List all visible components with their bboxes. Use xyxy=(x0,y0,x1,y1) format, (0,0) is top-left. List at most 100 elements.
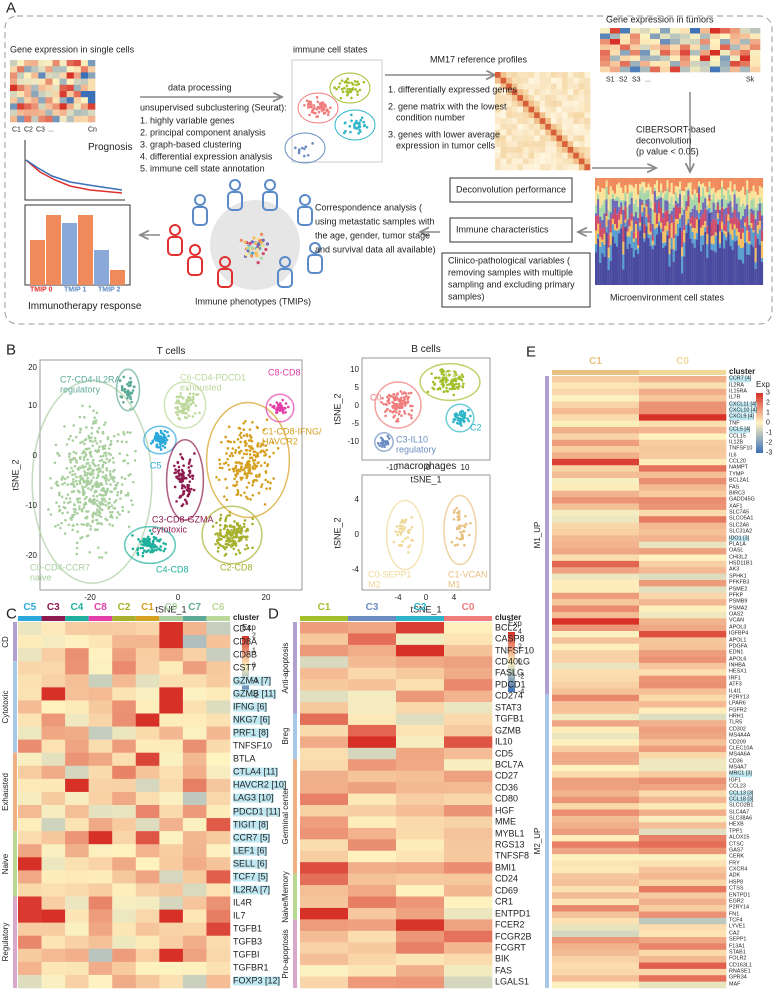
heatmap-cell xyxy=(720,55,731,62)
heatmap-cell xyxy=(348,965,397,977)
point xyxy=(173,471,176,475)
heatmap-cell xyxy=(65,726,89,740)
point xyxy=(360,116,364,119)
heatmap-cell xyxy=(24,97,32,104)
point xyxy=(242,522,246,526)
column-label: C1 xyxy=(589,356,602,367)
point xyxy=(154,546,157,549)
micro-stripe xyxy=(599,192,602,208)
heatmap-cell xyxy=(112,687,137,701)
micro-stripe xyxy=(620,224,623,229)
point xyxy=(401,529,405,532)
heatmap-cell xyxy=(550,95,557,102)
micro-stripe xyxy=(760,258,764,262)
heatmap-cell xyxy=(545,141,552,148)
micro-stripe xyxy=(655,180,659,197)
micro-stripe xyxy=(756,210,759,222)
heatmap-cell xyxy=(506,100,513,107)
heatmap-cell xyxy=(639,847,727,855)
point xyxy=(94,483,97,486)
point xyxy=(253,450,257,454)
heatmap-cell xyxy=(562,95,568,102)
heatmap-cell xyxy=(552,401,640,409)
micro-stripe xyxy=(658,178,661,193)
heatmap-cell xyxy=(639,529,727,536)
point xyxy=(462,413,465,417)
point xyxy=(188,460,191,464)
micro-stripe xyxy=(668,213,671,224)
point xyxy=(460,533,464,536)
heatmap-cell xyxy=(65,791,89,806)
heatmap-cell xyxy=(740,66,751,73)
gene-label: HGF xyxy=(495,805,514,816)
point xyxy=(403,412,407,415)
point xyxy=(87,434,90,438)
heatmap-cell xyxy=(10,109,18,117)
point xyxy=(235,469,239,472)
point xyxy=(256,475,259,478)
micro-stripe xyxy=(643,207,646,225)
heatmap-cell xyxy=(495,89,501,96)
gene-label: SLCO5A1 xyxy=(729,515,754,522)
heatmap-cell xyxy=(534,158,541,165)
heatmap-cell xyxy=(159,622,184,636)
heatmap-cell xyxy=(348,827,397,840)
heatmap-cell xyxy=(500,89,507,96)
point xyxy=(316,100,320,104)
point xyxy=(83,438,87,442)
micro-stripe xyxy=(702,178,705,184)
heatmap-cell xyxy=(18,831,42,845)
point xyxy=(394,530,398,533)
heatmap-cell xyxy=(112,974,137,989)
group-bar xyxy=(13,896,17,988)
heatmap-cell xyxy=(45,60,53,67)
heatmap-cell xyxy=(578,95,585,102)
point xyxy=(216,550,220,553)
heatmap-cell xyxy=(348,942,397,954)
point xyxy=(353,122,357,125)
heatmap-cell xyxy=(45,103,53,110)
heatmap-cell xyxy=(444,930,493,943)
heatmap-cell xyxy=(700,55,711,62)
point xyxy=(252,236,256,240)
point xyxy=(188,480,192,483)
legend-tick: -4 xyxy=(518,688,525,696)
point xyxy=(460,424,463,427)
heatmap-cell xyxy=(517,83,524,90)
micro-stripe xyxy=(689,238,692,285)
micro-stripe xyxy=(700,235,703,252)
point xyxy=(312,111,315,115)
heatmap-cell xyxy=(300,816,349,829)
group-bar xyxy=(13,622,17,662)
micro-stripe xyxy=(607,247,610,258)
point xyxy=(79,500,82,504)
point xyxy=(234,541,238,545)
micro-stripe xyxy=(641,186,644,201)
heatmap-cell xyxy=(59,115,67,123)
heatmap-cell xyxy=(41,622,66,636)
point xyxy=(244,535,247,539)
heatmap-cell xyxy=(545,135,552,142)
micro-stripe xyxy=(723,248,726,285)
heatmap-cell xyxy=(65,922,89,937)
point xyxy=(102,460,106,464)
point xyxy=(222,495,226,498)
heatmap-cell xyxy=(534,135,541,142)
heatmap-cell xyxy=(495,112,501,119)
micro-stripe xyxy=(616,196,619,201)
heatmap-cell xyxy=(552,478,640,485)
point xyxy=(263,454,266,457)
heatmap-cell xyxy=(517,164,524,171)
point xyxy=(238,551,242,555)
heatmap-cell xyxy=(18,818,42,832)
point xyxy=(77,490,81,493)
point xyxy=(102,447,105,451)
heatmap-cell xyxy=(41,974,66,989)
point xyxy=(248,453,252,456)
heatmap-cell xyxy=(159,948,184,963)
heatmap-cell xyxy=(730,61,741,67)
gene-label: GADD45G xyxy=(729,496,755,503)
micro-stripe xyxy=(685,206,688,211)
micro-stripe xyxy=(664,225,667,243)
heatmap-cell xyxy=(552,452,640,460)
